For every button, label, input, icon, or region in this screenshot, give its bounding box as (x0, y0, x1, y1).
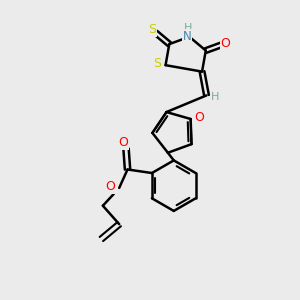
Text: H: H (211, 92, 220, 102)
Text: H: H (184, 23, 192, 34)
Text: O: O (118, 136, 128, 148)
Text: O: O (195, 111, 205, 124)
Text: S: S (153, 57, 160, 70)
Text: O: O (221, 37, 230, 50)
Text: S: S (148, 23, 156, 36)
Text: O: O (105, 180, 115, 193)
Text: N: N (183, 30, 191, 43)
